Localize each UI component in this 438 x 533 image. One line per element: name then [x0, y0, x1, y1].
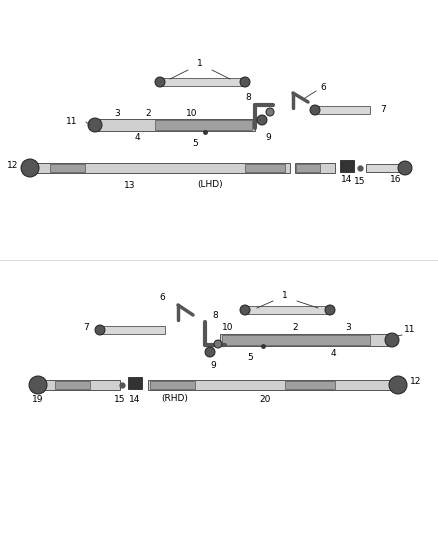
- Text: 14: 14: [341, 175, 353, 184]
- Text: 4: 4: [134, 133, 140, 142]
- Polygon shape: [366, 164, 405, 172]
- Text: 12: 12: [410, 377, 421, 386]
- Text: 5: 5: [247, 352, 253, 361]
- Polygon shape: [160, 78, 245, 86]
- Circle shape: [205, 347, 215, 357]
- Text: 7: 7: [380, 106, 386, 115]
- Text: 4: 4: [330, 350, 336, 359]
- Polygon shape: [295, 163, 335, 173]
- Text: 8: 8: [212, 311, 218, 319]
- Text: 14: 14: [129, 395, 141, 405]
- Circle shape: [21, 159, 39, 177]
- Text: 1: 1: [282, 290, 288, 300]
- Text: 2: 2: [145, 109, 151, 117]
- Text: 20: 20: [259, 395, 271, 405]
- Text: 19: 19: [32, 395, 44, 405]
- Circle shape: [29, 376, 47, 394]
- Circle shape: [398, 161, 412, 175]
- Polygon shape: [30, 163, 290, 173]
- Polygon shape: [245, 164, 285, 172]
- Text: 11: 11: [66, 117, 78, 126]
- Circle shape: [214, 340, 222, 348]
- Polygon shape: [50, 164, 85, 172]
- Text: 13: 13: [124, 181, 136, 190]
- Polygon shape: [148, 380, 398, 390]
- Text: 8: 8: [245, 93, 251, 101]
- Circle shape: [257, 115, 267, 125]
- Text: 5: 5: [192, 139, 198, 148]
- Circle shape: [88, 118, 102, 132]
- Circle shape: [385, 333, 399, 347]
- Text: 10: 10: [222, 324, 234, 333]
- Text: (LHD): (LHD): [197, 181, 223, 190]
- Polygon shape: [222, 335, 370, 345]
- Text: 15: 15: [114, 395, 126, 405]
- Circle shape: [240, 77, 250, 87]
- Text: 9: 9: [210, 360, 216, 369]
- Text: 16: 16: [390, 175, 402, 184]
- Text: 11: 11: [404, 326, 416, 335]
- Text: 12: 12: [7, 160, 18, 169]
- Polygon shape: [38, 380, 120, 390]
- Text: 6: 6: [320, 84, 326, 93]
- Polygon shape: [315, 106, 370, 114]
- Circle shape: [310, 105, 320, 115]
- Text: 7: 7: [83, 324, 89, 333]
- Polygon shape: [155, 120, 252, 130]
- Text: 15: 15: [354, 176, 366, 185]
- Text: 3: 3: [345, 324, 351, 333]
- Bar: [128, 377, 142, 389]
- Text: 3: 3: [114, 109, 120, 117]
- Text: 2: 2: [292, 324, 298, 333]
- Circle shape: [389, 376, 407, 394]
- Polygon shape: [285, 381, 335, 389]
- Text: (RHD): (RHD): [162, 393, 188, 402]
- Text: 9: 9: [265, 133, 271, 141]
- Polygon shape: [245, 306, 330, 314]
- Polygon shape: [220, 334, 390, 346]
- Circle shape: [95, 325, 105, 335]
- Circle shape: [325, 305, 335, 315]
- Text: 1: 1: [197, 60, 203, 69]
- Polygon shape: [95, 119, 255, 131]
- Text: 10: 10: [186, 109, 198, 117]
- Circle shape: [266, 108, 274, 116]
- Polygon shape: [296, 164, 320, 172]
- Circle shape: [155, 77, 165, 87]
- Polygon shape: [150, 381, 195, 389]
- Circle shape: [240, 305, 250, 315]
- Text: 6: 6: [159, 294, 165, 303]
- Bar: [340, 160, 354, 172]
- Polygon shape: [100, 326, 165, 334]
- Polygon shape: [55, 381, 90, 389]
